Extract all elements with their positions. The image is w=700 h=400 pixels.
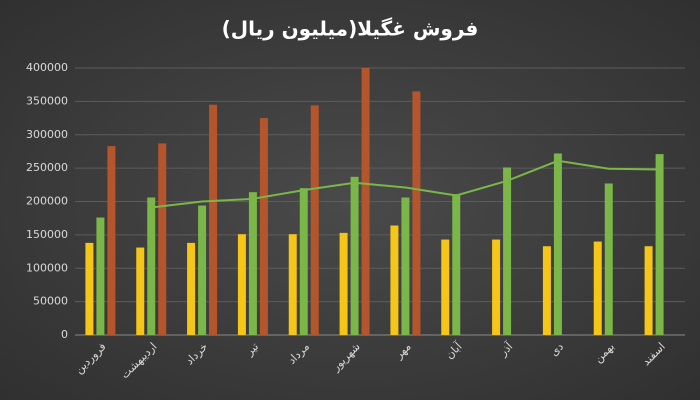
- bar: [412, 91, 421, 335]
- bar: [593, 241, 602, 335]
- bar: [96, 217, 105, 335]
- bar: [604, 183, 613, 335]
- bar: [248, 192, 257, 335]
- bar: [310, 105, 319, 335]
- y-tick-label: 200000: [26, 195, 68, 208]
- bar: [401, 197, 410, 335]
- bar: [390, 225, 399, 335]
- bar: [542, 246, 551, 335]
- bar: [187, 242, 196, 335]
- bar: [158, 143, 167, 335]
- bar: [198, 205, 207, 335]
- bar: [299, 188, 308, 335]
- bar: [644, 246, 653, 335]
- bar: [361, 68, 370, 335]
- line: [151, 159, 660, 209]
- bar: [339, 232, 348, 335]
- bar: [237, 234, 246, 335]
- bar: [136, 247, 145, 335]
- bar: [85, 242, 94, 335]
- bar: [492, 239, 501, 335]
- bar: [441, 239, 450, 335]
- bar: [288, 234, 297, 335]
- bar: [259, 118, 268, 335]
- bar: [452, 194, 461, 335]
- chart-title: فروش غگیلا(میلیون ریال): [222, 17, 479, 41]
- bar: [350, 176, 359, 335]
- y-tick-label: 50000: [33, 295, 68, 308]
- y-tick-label: 0: [61, 328, 68, 341]
- y-tick-label: 250000: [26, 161, 68, 174]
- bar: [553, 153, 562, 335]
- bar: [655, 154, 664, 335]
- bar: [209, 104, 218, 336]
- bar: [147, 197, 156, 335]
- y-tick-label: 100000: [26, 261, 68, 274]
- bar: [107, 146, 116, 335]
- y-tick-label: 150000: [26, 228, 68, 241]
- bar: [503, 167, 512, 335]
- y-tick-label: 400000: [26, 61, 68, 74]
- y-tick-label: 300000: [26, 128, 68, 141]
- y-tick-label: 350000: [26, 94, 68, 107]
